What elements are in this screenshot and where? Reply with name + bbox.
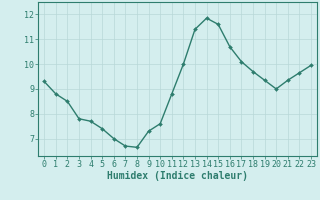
X-axis label: Humidex (Indice chaleur): Humidex (Indice chaleur) [107,171,248,181]
